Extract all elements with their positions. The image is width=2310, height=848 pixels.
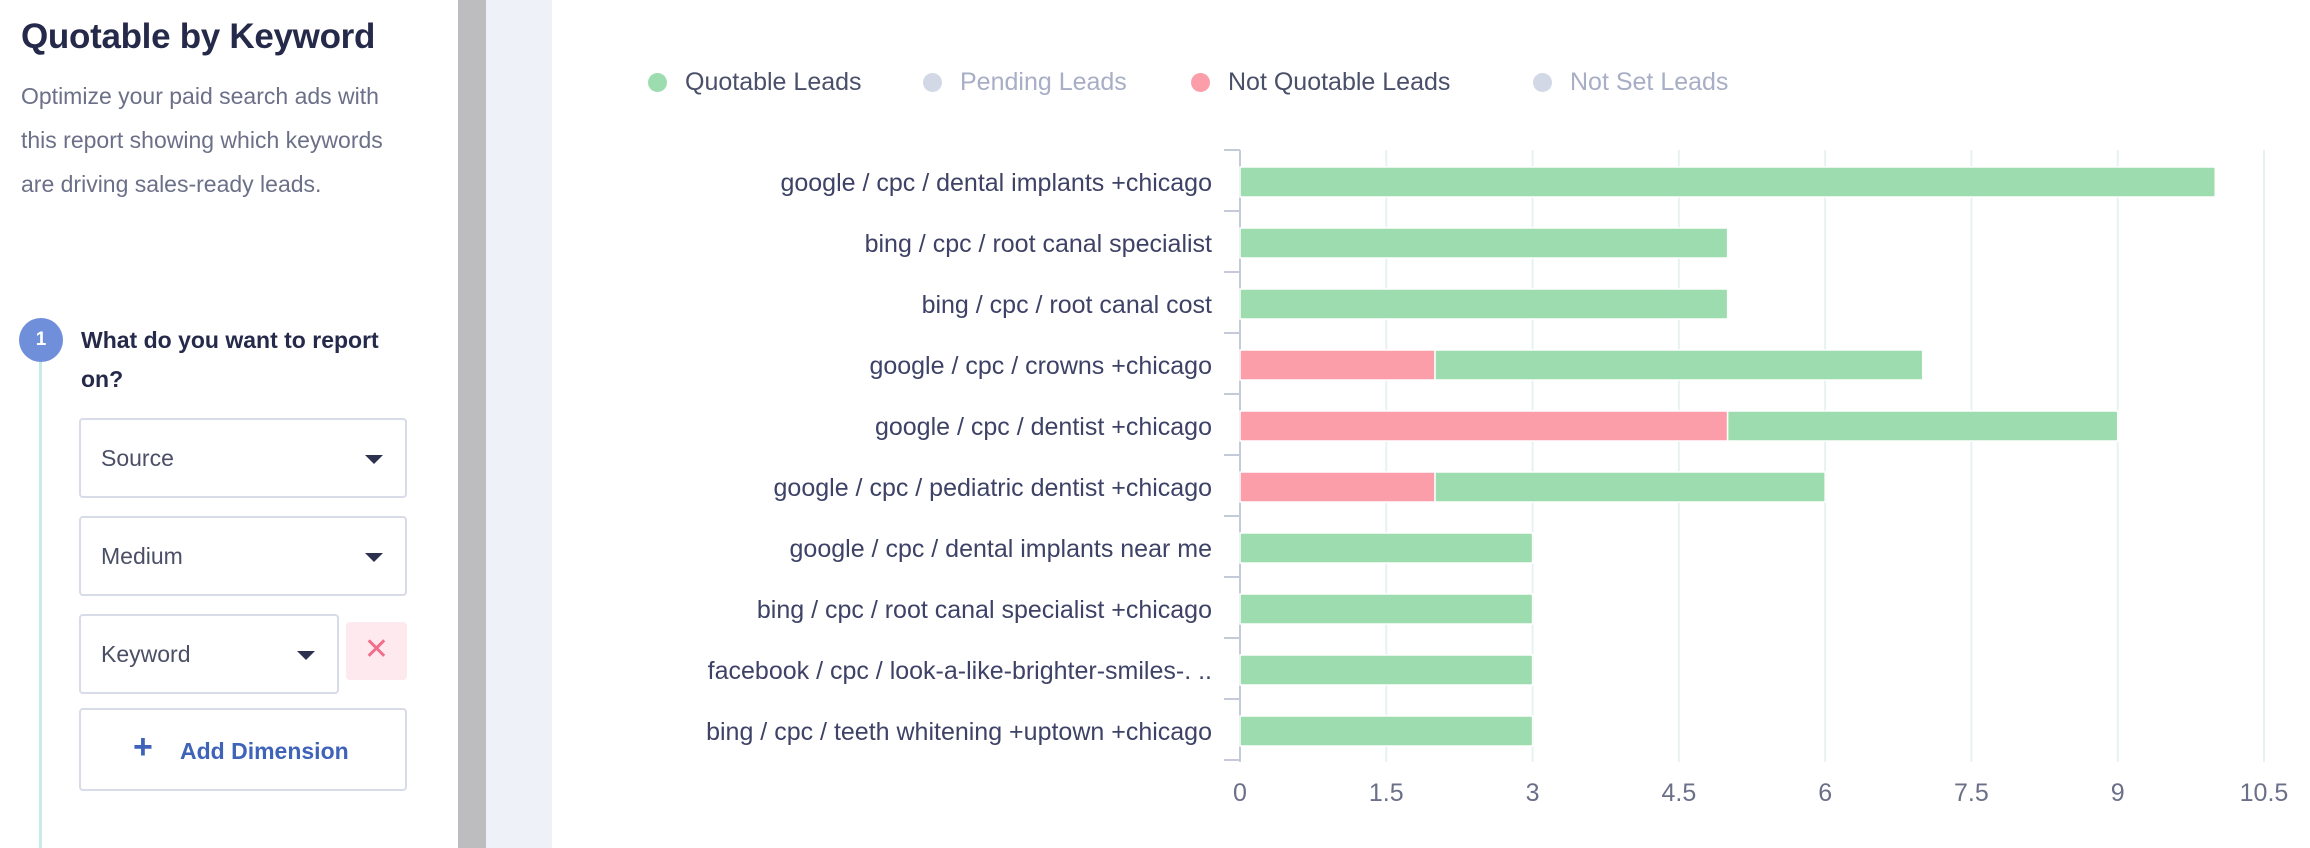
y-category-label: facebook / cpc / look-a-like-brighter-sm… bbox=[708, 657, 1212, 685]
bar-segment bbox=[1239, 471, 1436, 503]
report-sidebar: Quotable by Keyword Optimize your paid s… bbox=[0, 0, 460, 848]
panel-gutter bbox=[486, 0, 552, 848]
bar-segment bbox=[1239, 227, 1729, 259]
legend-label: Not Quotable Leads bbox=[1228, 68, 1451, 96]
x-tick-label: 10.5 bbox=[2240, 779, 2289, 807]
add-dimension-button[interactable]: + Add Dimension bbox=[79, 708, 407, 791]
y-category-label: google / cpc / crowns +chicago bbox=[869, 352, 1212, 380]
step-connector-line bbox=[39, 360, 42, 848]
legend-label: Not Set Leads bbox=[1570, 68, 1729, 96]
legend-label: Quotable Leads bbox=[685, 68, 862, 96]
y-category-label: bing / cpc / root canal specialist bbox=[865, 230, 1212, 258]
stacked-bar-chart: 0 1.5 3 4.5 6 7.5 9 10.5 google / cpc / dental i… bbox=[706, 149, 2289, 807]
bar-segment bbox=[1239, 288, 1729, 320]
bar-segment bbox=[1239, 715, 1534, 747]
dimension-select-source[interactable]: Source bbox=[79, 418, 407, 498]
caret-down-icon bbox=[365, 553, 383, 562]
y-category-label: google / cpc / dental implants +chicago bbox=[780, 169, 1212, 197]
legend-dot-icon bbox=[1533, 73, 1552, 92]
report-description: Optimize your paid search ads with this … bbox=[21, 83, 383, 197]
caret-down-icon bbox=[297, 651, 315, 660]
dimension-select-label: Keyword bbox=[101, 641, 191, 667]
bar-segment bbox=[1239, 532, 1534, 564]
bar-segment bbox=[1239, 166, 2216, 198]
dimension-select-keyword[interactable]: Keyword bbox=[79, 614, 339, 694]
dimension-select-label: Source bbox=[101, 445, 174, 471]
panel-resize-handle[interactable] bbox=[458, 0, 486, 848]
bar-segment bbox=[1239, 654, 1534, 686]
x-tick-label: 6 bbox=[1818, 779, 1832, 807]
x-tick-label: 9 bbox=[2111, 779, 2125, 807]
legend-dot-icon bbox=[923, 73, 942, 92]
chart-panel: Quotable Leads Pending Leads Not Quotable … bbox=[552, 0, 2310, 848]
step-number-badge: 1 bbox=[19, 318, 63, 362]
dimension-select-label: Medium bbox=[101, 543, 183, 569]
page-title: Quotable by Keyword bbox=[21, 17, 376, 56]
x-tick-label: 0 bbox=[1233, 779, 1247, 807]
plus-icon: + bbox=[133, 728, 153, 766]
y-category-label: bing / cpc / teeth whitening +uptown +ch… bbox=[706, 718, 1212, 746]
step-label: What do you want to report on? bbox=[81, 327, 379, 392]
close-icon: ✕ bbox=[363, 633, 390, 666]
add-dimension-label: Add Dimension bbox=[180, 738, 349, 764]
legend-dot-icon bbox=[648, 73, 667, 92]
y-category-label: google / cpc / dental implants near me bbox=[790, 535, 1212, 563]
y-category-label: bing / cpc / root canal specialist +chic… bbox=[757, 596, 1212, 624]
bar-segment bbox=[1434, 471, 1826, 503]
bar-segment bbox=[1239, 410, 1729, 442]
y-category-label: google / cpc / pediatric dentist +chicag… bbox=[774, 474, 1212, 502]
legend-label: Pending Leads bbox=[960, 68, 1127, 96]
caret-down-icon bbox=[365, 455, 383, 464]
x-tick-label: 7.5 bbox=[1954, 779, 1989, 807]
bar-segment bbox=[1726, 410, 2119, 442]
y-category-label: bing / cpc / root canal cost bbox=[922, 291, 1212, 319]
bar-segment bbox=[1239, 349, 1436, 381]
dimension-select-medium[interactable]: Medium bbox=[79, 516, 407, 596]
remove-dimension-button[interactable]: ✕ bbox=[346, 622, 407, 680]
bar-segment bbox=[1239, 593, 1534, 625]
x-tick-label: 4.5 bbox=[1661, 779, 1696, 807]
y-category-label: google / cpc / dentist +chicago bbox=[875, 413, 1212, 441]
x-tick-label: 3 bbox=[1526, 779, 1540, 807]
legend-dot-icon bbox=[1191, 73, 1210, 92]
x-tick-label: 1.5 bbox=[1369, 779, 1404, 807]
bar-segment bbox=[1434, 349, 1924, 381]
